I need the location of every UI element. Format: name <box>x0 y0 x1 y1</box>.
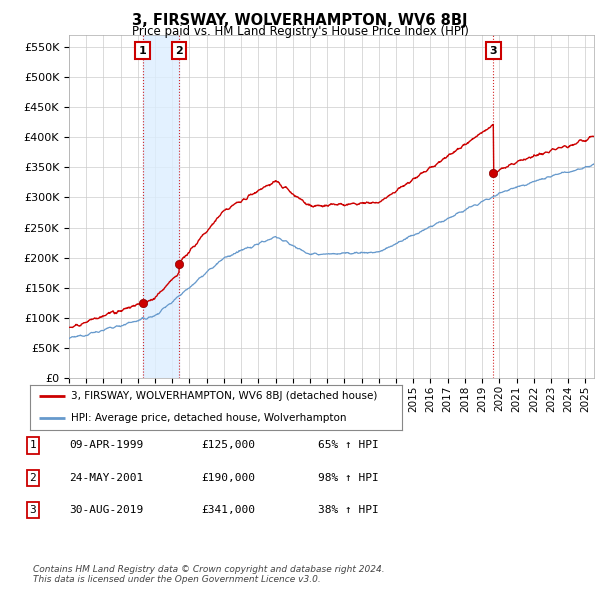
Text: 2: 2 <box>29 473 37 483</box>
Text: 3, FIRSWAY, WOLVERHAMPTON, WV6 8BJ (detached house): 3, FIRSWAY, WOLVERHAMPTON, WV6 8BJ (deta… <box>71 391 377 401</box>
Text: 09-APR-1999: 09-APR-1999 <box>69 441 143 450</box>
Text: Contains HM Land Registry data © Crown copyright and database right 2024.
This d: Contains HM Land Registry data © Crown c… <box>33 565 385 584</box>
Text: HPI: Average price, detached house, Wolverhampton: HPI: Average price, detached house, Wolv… <box>71 414 346 424</box>
Text: 1: 1 <box>139 46 146 56</box>
Text: £190,000: £190,000 <box>201 473 255 483</box>
Text: 3: 3 <box>29 506 37 515</box>
Text: 3, FIRSWAY, WOLVERHAMPTON, WV6 8BJ: 3, FIRSWAY, WOLVERHAMPTON, WV6 8BJ <box>132 13 468 28</box>
Text: 38% ↑ HPI: 38% ↑ HPI <box>318 506 379 515</box>
Text: 65% ↑ HPI: 65% ↑ HPI <box>318 441 379 450</box>
Text: 2: 2 <box>175 46 183 56</box>
Text: 98% ↑ HPI: 98% ↑ HPI <box>318 473 379 483</box>
Text: 24-MAY-2001: 24-MAY-2001 <box>69 473 143 483</box>
Text: 1: 1 <box>29 441 37 450</box>
Text: Price paid vs. HM Land Registry's House Price Index (HPI): Price paid vs. HM Land Registry's House … <box>131 25 469 38</box>
Text: £125,000: £125,000 <box>201 441 255 450</box>
Text: 3: 3 <box>490 46 497 56</box>
Text: £341,000: £341,000 <box>201 506 255 515</box>
Bar <box>143 35 179 378</box>
Text: 30-AUG-2019: 30-AUG-2019 <box>69 506 143 515</box>
